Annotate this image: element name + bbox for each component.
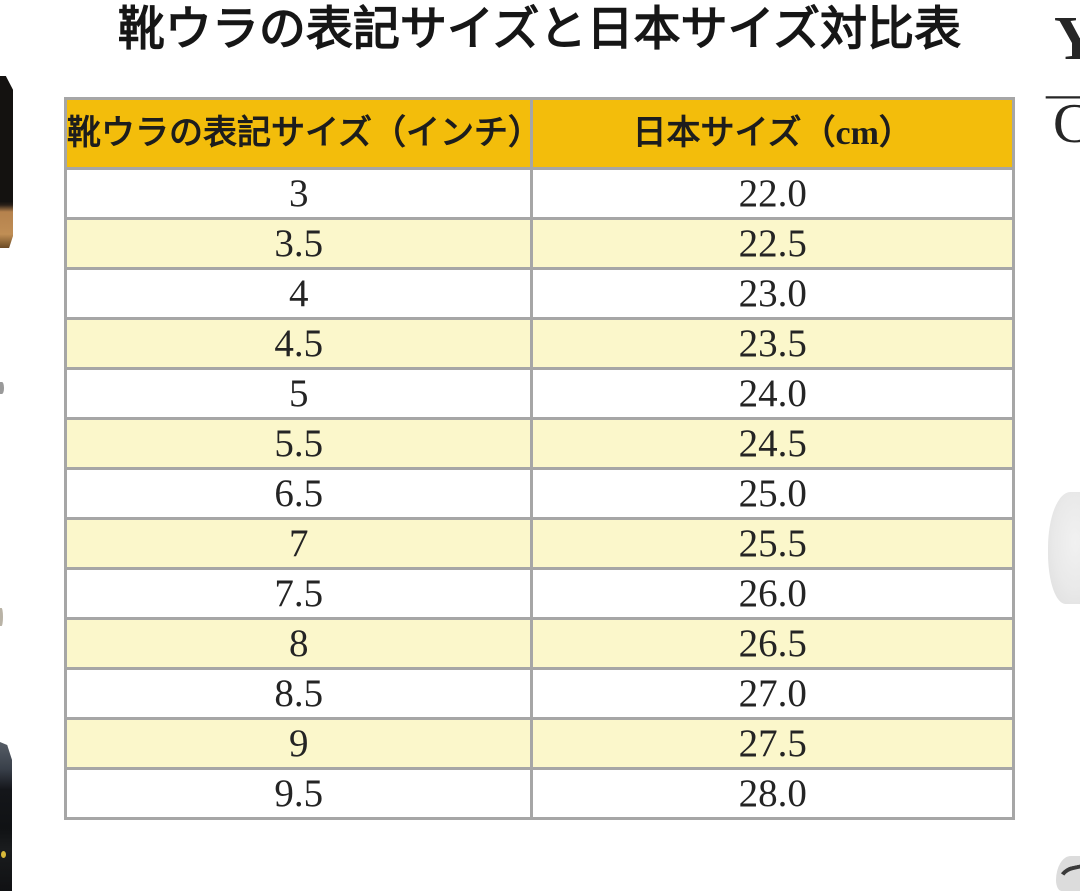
- column-header-japan-size-cm: 日本サイズ（cm）: [530, 97, 1015, 170]
- cell-sole-marked-size-inch: 5: [63, 367, 534, 420]
- table-header-row: 靴ウラの表記サイズ（インチ） 日本サイズ（cm）: [63, 97, 1015, 170]
- table-row: 8.5 27.0: [63, 667, 1015, 720]
- cell-japan-size-cm: 24.0: [530, 367, 1015, 420]
- column-header-sole-marked-size-inch: 靴ウラの表記サイズ（インチ）: [63, 97, 542, 170]
- table-row: 3.5 22.5: [63, 217, 1015, 270]
- left-edge-photo-speck-2: [0, 608, 3, 626]
- cell-sole-marked-size-inch: 4.5: [63, 317, 534, 370]
- cell-japan-size-cm: 25.5: [530, 517, 1015, 570]
- cell-sole-marked-size-inch: 4: [63, 267, 534, 320]
- cell-sole-marked-size-inch: 3.5: [63, 217, 534, 270]
- cell-sole-marked-size-inch: 7.5: [63, 567, 534, 620]
- cell-japan-size-cm: 23.5: [530, 317, 1015, 370]
- cell-sole-marked-size-inch: 3: [63, 167, 534, 220]
- table-row: 5.5 24.5: [63, 417, 1015, 470]
- table-row: 6.5 25.0: [63, 467, 1015, 520]
- right-edge-cropped-dash: —: [1046, 70, 1080, 116]
- table-row: 5 24.0: [63, 367, 1015, 420]
- bottom-right-shoe-photo-fragment: [1056, 856, 1080, 891]
- page-title: 靴ウラの表記サイズと日本サイズ対比表: [117, 4, 962, 56]
- table-row: 4 23.0: [63, 267, 1015, 320]
- left-edge-boot-photo-fragment: [0, 76, 13, 248]
- right-edge-cropped-letter-c: C: [1053, 93, 1080, 155]
- cell-sole-marked-size-inch: 8: [63, 617, 534, 670]
- cell-japan-size-cm: 22.0: [530, 167, 1015, 220]
- cell-sole-marked-size-inch: 6.5: [63, 467, 534, 520]
- cell-japan-size-cm: 26.5: [530, 617, 1015, 670]
- cell-japan-size-cm: 27.0: [530, 667, 1015, 720]
- left-edge-photo-speck: [0, 382, 4, 394]
- cell-sole-marked-size-inch: 9: [63, 717, 534, 770]
- table-row: 7.5 26.0: [63, 567, 1015, 620]
- size-conversion-table: 靴ウラの表記サイズ（インチ） 日本サイズ（cm） 3 22.0 3.5 22.5…: [63, 97, 1015, 820]
- cell-japan-size-cm: 25.0: [530, 467, 1015, 520]
- cell-japan-size-cm: 27.5: [530, 717, 1015, 770]
- cell-japan-size-cm: 28.0: [530, 767, 1015, 820]
- shoe-sole-arc: [1056, 860, 1080, 891]
- right-edge-shoe-photo-fragment: [1048, 492, 1080, 604]
- table-row: 9 27.5: [63, 717, 1015, 770]
- cell-japan-size-cm: 26.0: [530, 567, 1015, 620]
- table-row: 4.5 23.5: [63, 317, 1015, 370]
- table-row: 8 26.5: [63, 617, 1015, 670]
- left-edge-shoe-eyelet-dot: [1, 851, 6, 858]
- table-row: 7 25.5: [63, 517, 1015, 570]
- right-edge-cropped-letter-y: Y: [1054, 5, 1080, 73]
- cell-sole-marked-size-inch: 7: [63, 517, 534, 570]
- cell-sole-marked-size-inch: 9.5: [63, 767, 534, 820]
- cell-japan-size-cm: 24.5: [530, 417, 1015, 470]
- left-edge-shoe-photo-fragment: [0, 742, 12, 891]
- table-body: 3 22.0 3.5 22.5 4 23.0 4.5 23.5: [63, 167, 1015, 820]
- cell-sole-marked-size-inch: 8.5: [63, 667, 534, 720]
- table-row: 9.5 28.0: [63, 767, 1015, 820]
- cell-japan-size-cm: 22.5: [530, 217, 1015, 270]
- cell-japan-size-cm: 23.0: [530, 267, 1015, 320]
- cell-sole-marked-size-inch: 5.5: [63, 417, 534, 470]
- table-row: 3 22.0: [63, 167, 1015, 220]
